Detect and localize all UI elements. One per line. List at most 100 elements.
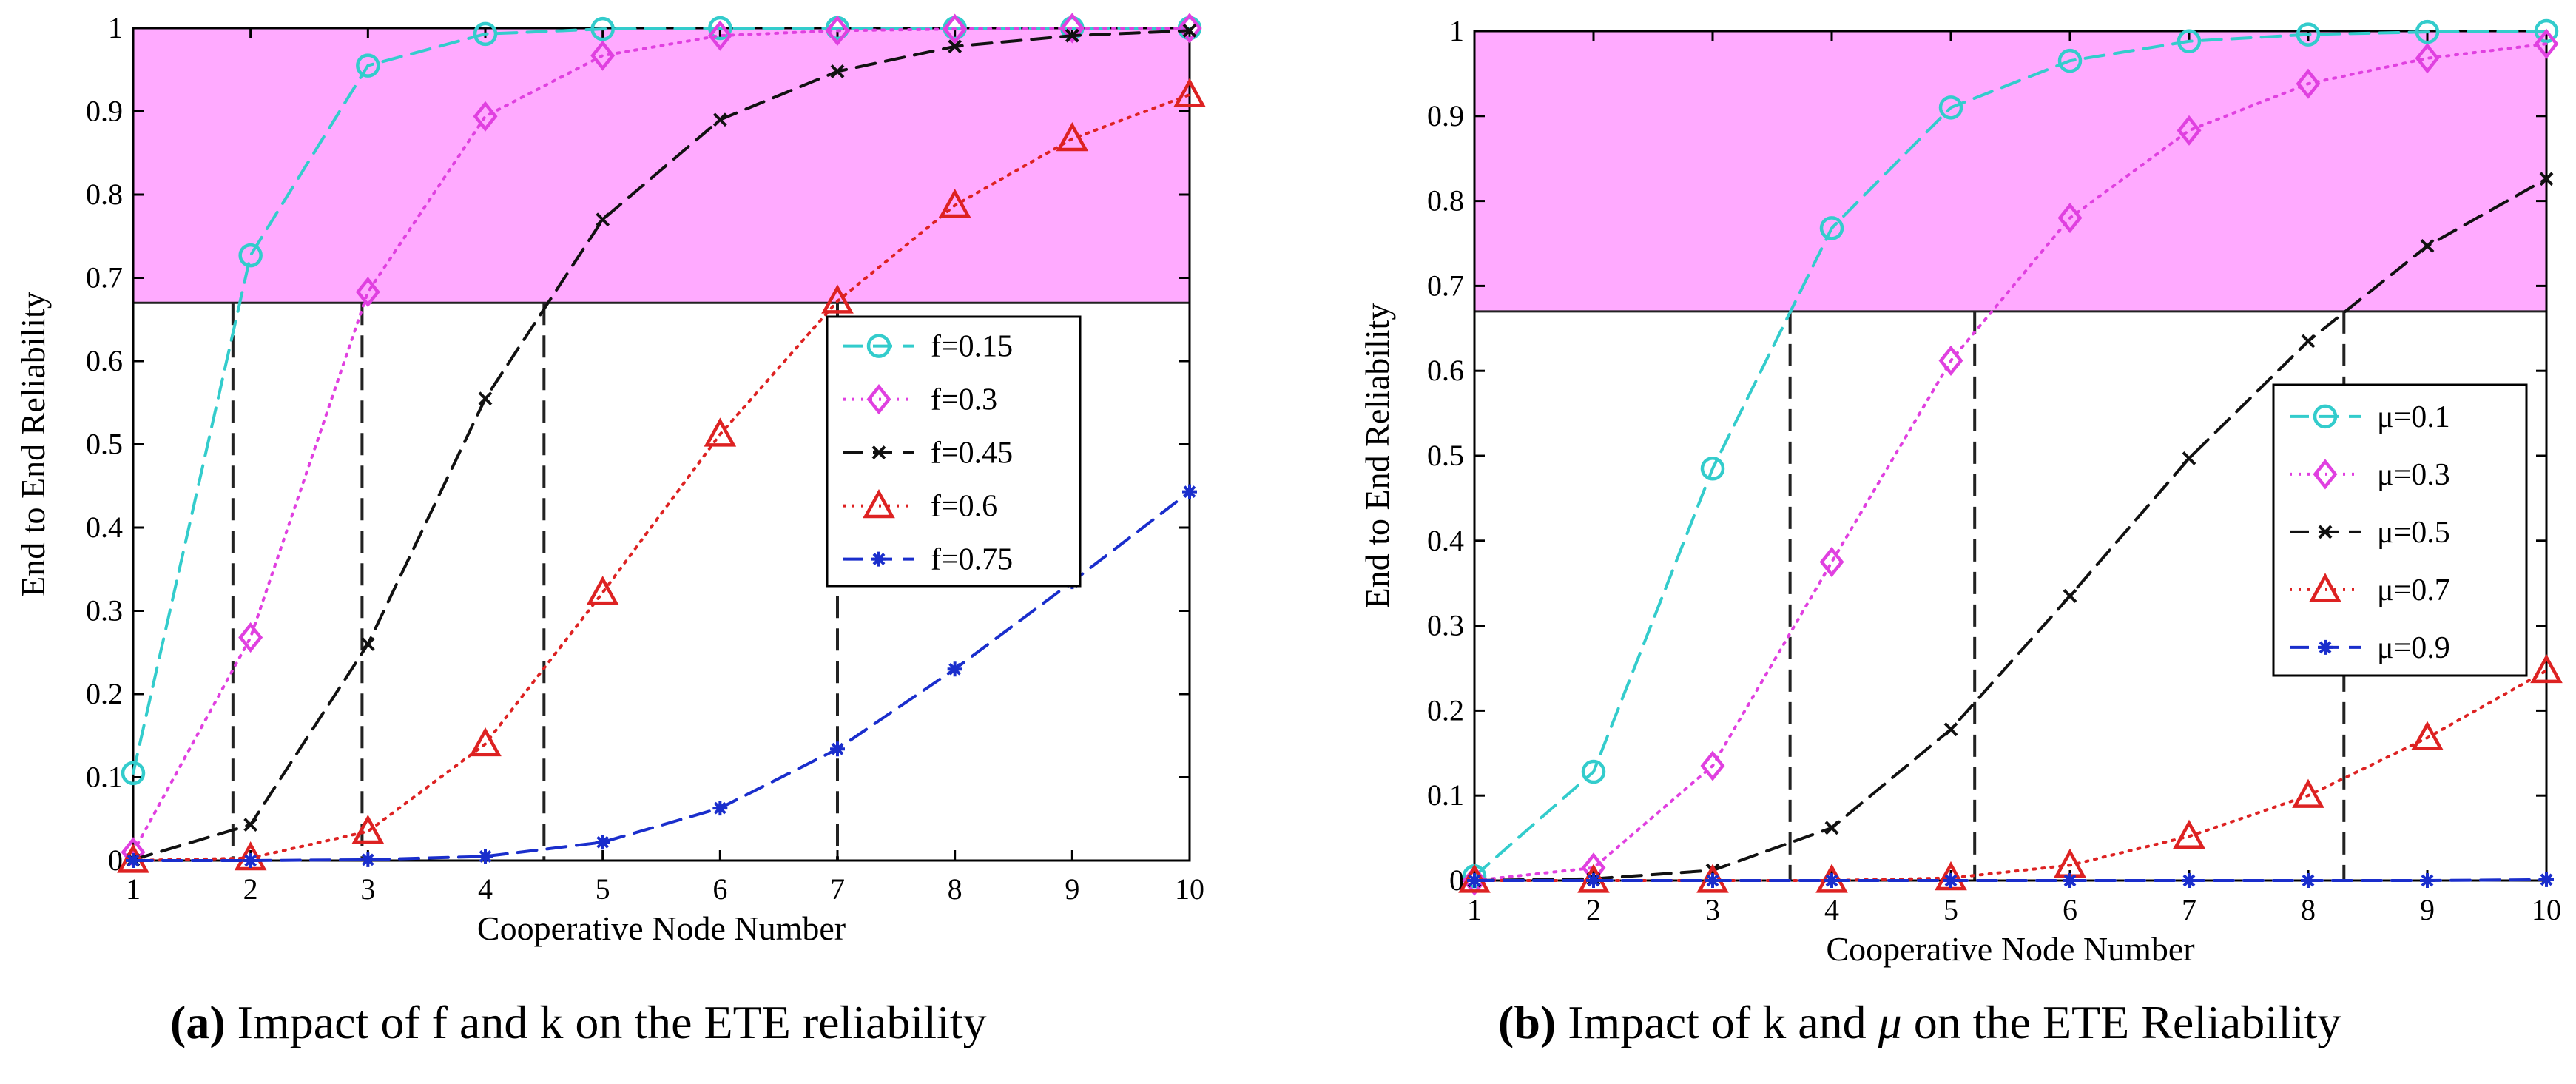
caption-a: (a) Impact of f and k on the ETE reliabi…	[170, 995, 987, 1050]
data-point-s3-x2	[243, 818, 258, 832]
data-point-s4-x6	[704, 417, 737, 447]
data-point-s2-x8	[2296, 68, 2321, 99]
caption-b-symbol: μ	[1878, 996, 1902, 1048]
data-point-s3-x7	[2182, 451, 2196, 465]
data-point-s1-x3	[1700, 456, 1725, 481]
data-point-s1-x3	[356, 53, 380, 78]
data-point-s2-x10	[1177, 13, 1202, 44]
series-line-1	[132, 27, 1191, 775]
data-point-s4-x7	[2173, 819, 2205, 849]
data-point-s4-x5	[1935, 861, 1967, 891]
data-point-s2-x4	[473, 101, 498, 132]
x-tick-label: 2	[243, 872, 258, 906]
data-point-s2-x2	[238, 622, 263, 653]
legend-marker-2	[866, 383, 891, 415]
y-tick-label: 0.9	[1427, 99, 1464, 132]
y-tick-label: 0.2	[1427, 693, 1464, 727]
data-point-s3-x4	[478, 391, 493, 406]
series-line-3	[132, 29, 1191, 861]
data-point-s2-x5	[1938, 345, 1963, 377]
data-point-s5-x9	[2420, 873, 2435, 888]
legend-label-1: μ=0.1	[2377, 400, 2450, 434]
y-tick-label: 0	[108, 844, 123, 877]
data-point-s3-x9	[1065, 28, 1079, 43]
legend-label-4: μ=0.7	[2377, 573, 2450, 607]
x-tick-label: 7	[830, 872, 845, 906]
data-point-s3-x5	[1943, 722, 1958, 737]
data-point-s4-x8	[2292, 778, 2324, 808]
y-tick-label: 0.8	[1427, 184, 1464, 218]
data-point-s4-x2	[234, 841, 267, 871]
data-point-s3-x6	[2063, 589, 2077, 603]
data-point-s5-x2	[1586, 873, 1601, 888]
data-point-s5-x10	[2539, 872, 2554, 887]
data-point-s4-x10	[2530, 653, 2563, 684]
legend-label-1: f=0.15	[931, 330, 1013, 364]
series-line-1	[1473, 30, 2548, 878]
legend-label-5: f=0.75	[931, 543, 1013, 577]
x-tick-label: 9	[1065, 872, 1079, 906]
caption-b-text-before: Impact of k and	[1568, 996, 1867, 1048]
data-point-s5-x1	[1467, 873, 1482, 888]
x-axis-label: Cooperative Node Number	[1826, 930, 2194, 968]
x-tick-label: 1	[1467, 893, 1482, 926]
legend-box	[2272, 383, 2528, 677]
y-tick-label: 0.3	[86, 594, 123, 627]
x-tick-label: 7	[2182, 893, 2196, 926]
data-point-s4-x3	[351, 814, 385, 844]
y-tick-label: 0.1	[1427, 778, 1464, 812]
y-tick-label: 0.6	[1427, 354, 1464, 387]
data-point-s2-x7	[825, 15, 850, 46]
legend-marker-5	[2318, 639, 2333, 655]
legend-label-4: f=0.6	[931, 490, 997, 524]
data-point-s4-x9	[1056, 121, 1089, 152]
data-point-s5-x6	[712, 801, 728, 816]
data-point-s1-x9	[2415, 19, 2440, 44]
legend-label-2: f=0.3	[931, 383, 997, 417]
y-tick-label: 0.4	[1427, 524, 1464, 557]
data-point-s3-x8	[948, 39, 962, 54]
series-line-2	[132, 27, 1191, 854]
y-tick-label: 0.4	[86, 511, 123, 544]
y-tick-label: 1	[1449, 14, 1464, 47]
data-point-s5-x5	[1943, 873, 1958, 888]
data-point-s3-x7	[830, 64, 845, 78]
data-point-s1-x8	[2296, 22, 2321, 47]
y-tick-label: 0.7	[86, 261, 123, 294]
series-line-4	[1473, 669, 2548, 882]
x-tick-label: 3	[360, 872, 375, 906]
data-point-s2-x9	[1059, 13, 1085, 44]
x-tick-label: 2	[1586, 893, 1601, 926]
data-point-s2-x4	[1819, 546, 1844, 578]
chart-a-impact-of-f: 1 2 3 4 5 6 7 8 9 10 0 0.1 0.2 0.3 0.4 0.5 0.6 0.7 0.8 0.9 1…	[14, 11, 1206, 947]
x-tick-label: 4	[478, 872, 493, 906]
y-tick-label: 0.9	[86, 95, 123, 128]
x-tick-label: 8	[948, 872, 962, 906]
x-axis-label: Cooperative Node Number	[477, 909, 846, 947]
x-tick-label: 6	[2063, 893, 2077, 926]
legend-marker-5	[871, 551, 886, 567]
data-point-s4-x10	[1173, 78, 1206, 107]
data-point-s5-x3	[1705, 873, 1720, 888]
data-point-s5-x7	[830, 741, 845, 757]
data-point-s1-x10	[2534, 18, 2559, 44]
x-tick-label: 6	[712, 872, 727, 906]
series-line-2	[1473, 42, 2548, 882]
data-point-s5-x8	[947, 661, 962, 677]
data-point-s2-x3	[1700, 750, 1725, 781]
data-point-s2-x7	[2177, 115, 2202, 146]
data-point-s2-x3	[355, 277, 380, 308]
series-line-5	[132, 490, 1191, 862]
data-point-s2-x8	[943, 13, 968, 44]
data-point-s5-x7	[2182, 873, 2196, 888]
x-tick-label: 10	[1175, 872, 1204, 906]
data-point-s2-x9	[2415, 43, 2440, 74]
data-point-s3-x10	[1182, 23, 1197, 38]
y-tick-label: 0	[1449, 864, 1464, 897]
data-point-s4-x9	[2411, 721, 2444, 750]
legend-label-3: f=0.45	[931, 437, 1013, 471]
x-tick-label: 5	[596, 872, 610, 906]
data-point-s1-x5	[590, 16, 615, 41]
y-tick-label: 0.7	[1427, 269, 1464, 302]
